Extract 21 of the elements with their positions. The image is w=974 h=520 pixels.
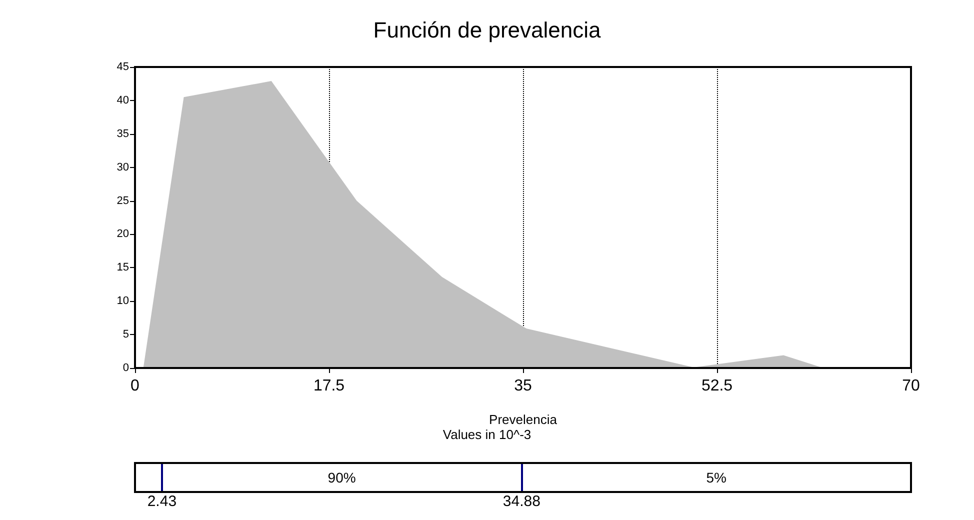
y-tick-label: 20	[116, 228, 129, 240]
y-tick-label: 5	[122, 328, 129, 341]
ref-line-label: 34.88	[502, 493, 540, 510]
y-tick-label: 10	[116, 295, 129, 308]
chart-title: Función de prevalencia	[373, 18, 602, 42]
y-tick-label: 40	[116, 94, 129, 106]
x-tick-label: 17.5	[313, 378, 345, 394]
y-tick-label: 30	[116, 161, 129, 174]
y-tick-label: 25	[116, 194, 129, 207]
ref-line-label: 2.43	[147, 493, 177, 510]
text: 5%	[706, 470, 726, 486]
x-tick-label: 52.5	[701, 378, 733, 394]
text: 90%	[328, 470, 356, 486]
y-tick-label: 0	[122, 362, 129, 374]
x-tick-label: 35	[514, 378, 532, 394]
y-tick-label: 15	[116, 262, 129, 274]
y-tick-label: 45	[116, 61, 129, 73]
y-tick-label: 35	[116, 128, 129, 140]
text: Values in 10^-3	[442, 427, 532, 442]
x-axis-title: Prevelencia	[489, 412, 558, 427]
x-tick-label: 70	[902, 378, 920, 394]
